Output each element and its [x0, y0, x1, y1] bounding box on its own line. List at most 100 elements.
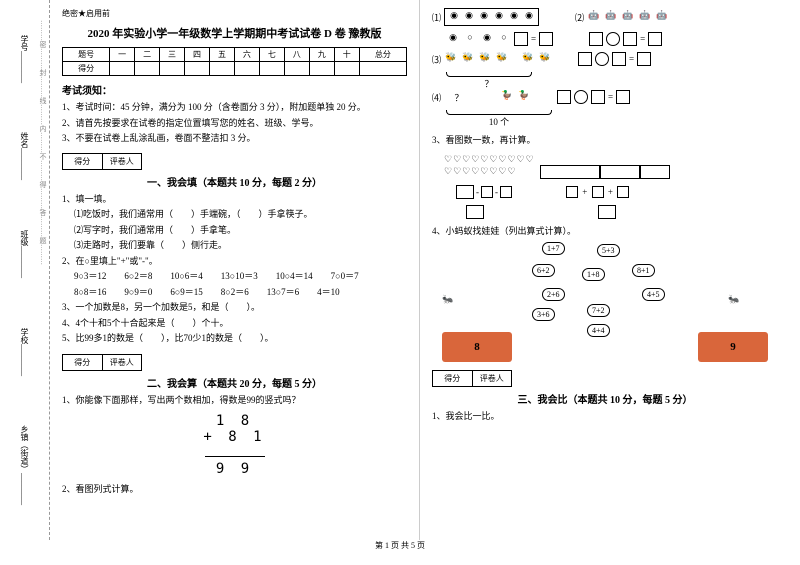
chain-small-box[interactable] — [617, 186, 629, 198]
expr-bubble: 5+3 — [597, 244, 620, 257]
answer-box[interactable] — [637, 52, 651, 66]
bee-icon: 🐝 — [521, 52, 535, 66]
expr-bubble: 1+8 — [582, 268, 605, 281]
answer-box[interactable] — [616, 90, 630, 104]
r-q4: 4、小蚂蚁找娃娃（列出算式计算）。 — [432, 225, 778, 239]
robot-icon: 🤖 — [587, 10, 601, 24]
bead-icon: ◉ — [477, 10, 491, 24]
section-3-title: 三、我会比（本题共 10 分，每题 5 分） — [432, 391, 778, 406]
addend-2: + 8 1 — [62, 429, 407, 445]
score-table: 题号一二三四五六七八九十总分 得分 — [62, 47, 407, 76]
expr-bubble: 7+2 — [587, 304, 610, 317]
answer-box[interactable] — [539, 32, 553, 46]
answer-circle[interactable] — [595, 52, 609, 66]
chain-box[interactable] — [598, 205, 616, 219]
sum: 9 9 — [62, 461, 407, 477]
label-2: ⑵ — [575, 11, 584, 24]
duck-icon: 🦆 — [500, 90, 514, 104]
robot-icon: 🤖 — [638, 10, 652, 24]
table-row: 题号一二三四五六七八九十总分 — [63, 48, 407, 62]
answer-box[interactable] — [612, 52, 626, 66]
bead-icon: ◉ — [446, 32, 460, 46]
sum-line — [205, 456, 265, 457]
q1a: ⑴吃饭时，我们通常用（ ）手端碗，（ ）手拿筷子。 — [62, 208, 407, 222]
expr-bubble: 4+4 — [587, 324, 610, 337]
exam-title: 2020 年实验小学一年级数学上学期期中考试试卷 D 卷 豫教版 — [62, 25, 407, 41]
score-label: 得分 — [433, 371, 473, 386]
platform-8: 8 — [442, 332, 512, 362]
answer-box[interactable] — [591, 90, 605, 104]
grader-label: 评卷人 — [103, 355, 142, 370]
answer-box[interactable] — [589, 32, 603, 46]
score-label: 得分 — [63, 355, 103, 370]
q1b: ⑵写字时，我们通常用（ ）手拿笔。 — [62, 224, 407, 238]
picture-row-3: ⑶ 🐝🐝🐝🐝 🐝🐝 = — [432, 52, 778, 66]
q2: 2、在○里填上"+"或"-"。 — [62, 255, 407, 269]
bead-group-icon: ◉◉◉◉◉◉ — [444, 8, 539, 26]
block — [640, 165, 670, 179]
answer-box[interactable] — [648, 32, 662, 46]
expr-bubble: 2+6 — [542, 288, 565, 301]
q1: 1、填一填。 — [62, 193, 407, 207]
q3: 3、一个加数是8，另一个加数是5，和是（ ）。 — [62, 301, 407, 315]
chain-box[interactable] — [466, 205, 484, 219]
q2-line1: 9○3＝12 6○2＝8 10○6＝4 13○10＝3 10○4＝14 7○0＝… — [62, 270, 407, 284]
ant-right-icon: 🐜 — [728, 294, 768, 334]
answer-box[interactable] — [578, 52, 592, 66]
expr-bubble: 3+6 — [532, 308, 555, 321]
bead-icon: ◉ — [492, 10, 506, 24]
calc-chain-2 — [456, 205, 778, 219]
chain-small-box[interactable] — [592, 186, 604, 198]
page-footer: 第 1 页 共 5 页 — [0, 540, 800, 551]
qmark-label: ？ — [446, 77, 532, 90]
hearts-row: ♡♡♡♡♡♡♡♡♡♡ — [444, 154, 778, 165]
section-2-title: 二、我会算（本题共 20 分，每题 5 分） — [62, 375, 407, 390]
table-row: 得分 — [63, 62, 407, 76]
picture-row-1: ⑴ ◉◉◉◉◉◉ ⑵ 🤖🤖🤖🤖🤖 — [432, 8, 778, 26]
binding-label-class: 班级________ — [19, 230, 30, 278]
hearts-row: ♡♡♡♡♡♡♡♡ — [444, 166, 517, 177]
robot-icon: 🤖 — [621, 10, 635, 24]
chain-small-box[interactable] — [500, 186, 512, 198]
notice-heading: 考试须知： — [62, 82, 407, 97]
s2-q1: 1、你能像下面那样，写出两个数相加，得数是99的竖式吗？ — [62, 394, 407, 408]
answer-box[interactable] — [623, 32, 637, 46]
bead-icon: ◉ — [480, 32, 494, 46]
expr-bubble: 4+5 — [642, 288, 665, 301]
answer-circle[interactable] — [574, 90, 588, 104]
label-4: ⑷ — [432, 91, 441, 104]
s3-q1: 1、我会比一比。 — [432, 410, 778, 424]
chain-box[interactable] — [456, 185, 474, 199]
circle-icon: ○ — [463, 32, 477, 46]
vertical-addition: 1 8 + 8 1 9 9 — [62, 413, 407, 477]
block — [600, 165, 640, 179]
equation-row-1: ◉○◉○ = = — [432, 32, 778, 46]
answer-box[interactable] — [557, 90, 571, 104]
binding-margin: 学号________ 姓名________ 班级________ ………密………… — [0, 0, 50, 540]
binding-cut-line: ………密………封………线………内………不………得………答………题……… — [38, 20, 48, 520]
answer-box[interactable] — [514, 32, 528, 46]
right-column: ⑴ ◉◉◉◉◉◉ ⑵ 🤖🤖🤖🤖🤖 ◉○◉○ = = ⑶ 🐝🐝🐝🐝 🐝🐝 = — [420, 0, 790, 540]
score-entry-box: 得分 评卷人 — [62, 354, 142, 371]
binding-label-school: 学校________ — [19, 328, 30, 376]
brace-group: ？ — [432, 72, 532, 90]
platform-9: 9 — [698, 332, 768, 362]
q1c: ⑶走路时，我们要靠（ ）侧行走。 — [62, 239, 407, 253]
q5: 5、比99多1的数是（ ），比70少1的数是（ ）。 — [62, 332, 407, 346]
chain-small-box[interactable] — [481, 186, 493, 198]
ant-diagram: 🐜 8 🐜 9 1+7 5+3 6+2 1+8 8+1 2+6 4+5 3+6 … — [432, 242, 778, 362]
q4: 4、4个十和5个十合起来是（ ）个十。 — [62, 317, 407, 331]
binding-label-name: 姓名________ — [19, 132, 30, 180]
confidential-label: 绝密★启用前 — [62, 8, 407, 19]
bead-icon: ◉ — [507, 10, 521, 24]
answer-circle[interactable] — [606, 32, 620, 46]
chain-small-box[interactable] — [566, 186, 578, 198]
bee-icon: 🐝 — [495, 52, 509, 66]
notice-item: 2、请首先按要求在试卷的指定位置填写您的姓名、班级、学号。 — [62, 117, 407, 130]
expr-bubble: 8+1 — [632, 264, 655, 277]
addend-1: 1 8 — [62, 413, 407, 429]
bead-icon: ◉ — [447, 10, 461, 24]
bar-blocks — [540, 165, 670, 179]
bee-icon: 🐝 — [538, 52, 552, 66]
picture-row-4: ⑷ ？ 🦆🦆 = — [432, 90, 778, 104]
